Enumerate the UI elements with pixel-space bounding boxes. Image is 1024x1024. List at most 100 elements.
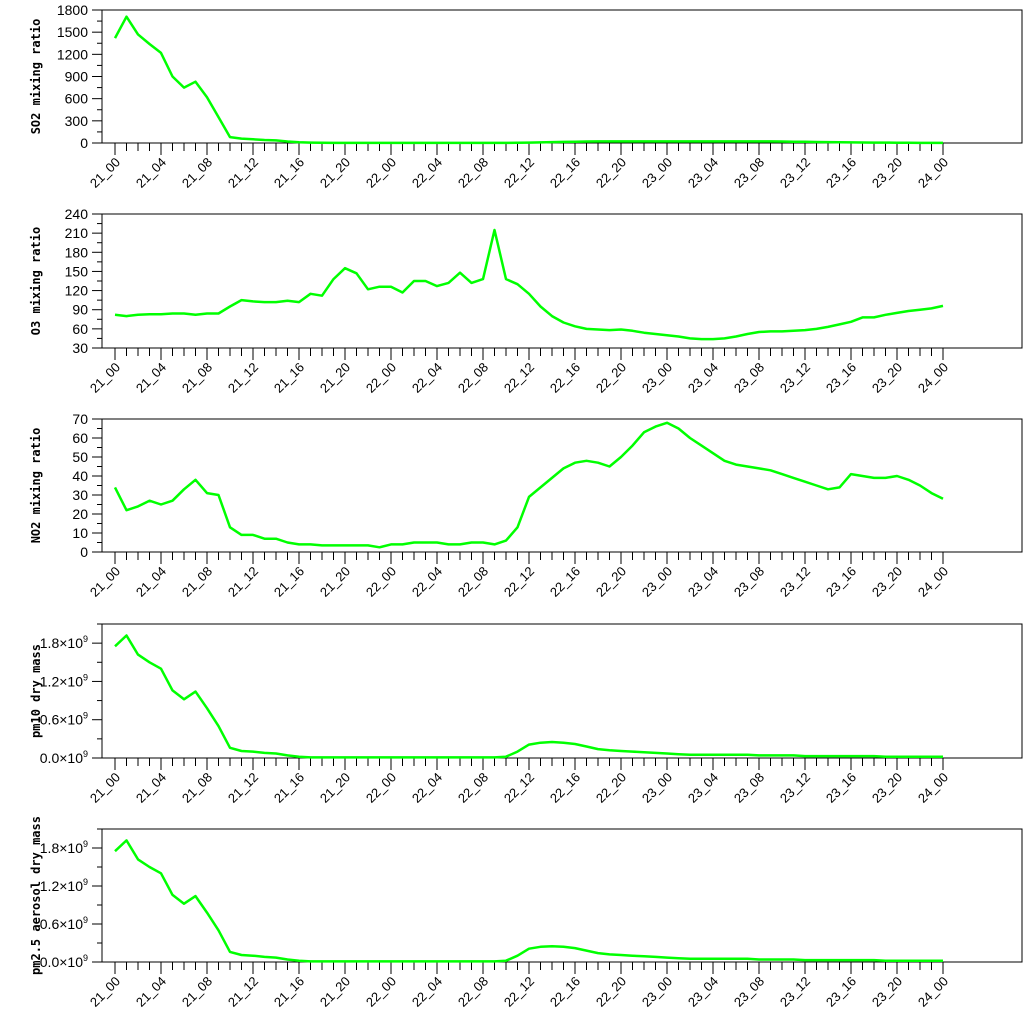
x-tick-label: 22_08 [455, 974, 491, 1010]
x-tick-label: 23_08 [731, 974, 767, 1010]
x-tick-label: 21_00 [87, 564, 123, 600]
y-tick-label: 0 [80, 544, 88, 560]
y-tick-label: 240 [65, 206, 89, 222]
plot-frame [101, 828, 1023, 963]
x-tick-label: 23_04 [685, 974, 721, 1010]
x-tick-label: 22_20 [593, 155, 629, 191]
x-tick-label: 23_20 [869, 564, 905, 600]
series-line [114, 228, 944, 341]
x-tick-label: 23_16 [823, 974, 859, 1010]
y-tick-label: 60 [72, 430, 88, 446]
x-tick-label: 22_04 [409, 974, 445, 1010]
x-tick-label: 22_12 [501, 770, 537, 806]
x-tick-label: 22_00 [363, 564, 399, 600]
x-tick-label: 22_16 [547, 770, 583, 806]
y-tick-label: 50 [72, 449, 88, 465]
x-tick-label: 22_08 [455, 564, 491, 600]
y-axis-title: pm10 dry mass [29, 644, 43, 738]
y-tick-label: 150 [65, 263, 89, 279]
x-tick-label: 22_04 [409, 770, 445, 806]
y-tick-label: 1800 [57, 2, 88, 18]
x-tick-label: 21_16 [271, 564, 307, 600]
x-tick-label: 23_20 [869, 974, 905, 1010]
x-tick-label: 21_00 [87, 155, 123, 191]
x-tick-label: 22_08 [455, 770, 491, 806]
plot-frame [101, 213, 1023, 349]
y-tick-label: 0.6×109 [40, 711, 88, 728]
chart-panel-3: 0 10 20 30 40 50 60 70 NO2 mixing ratio 21_00 21_0… [29, 411, 1023, 600]
x-tick-label: 22_16 [547, 360, 583, 396]
plot-frame [101, 9, 1023, 144]
x-tick-label: 23_12 [777, 974, 813, 1010]
x-tick-label: 23_12 [777, 770, 813, 806]
x-tick-label: 23_00 [639, 974, 675, 1010]
y-tick-label: 90 [72, 302, 88, 318]
y-tick-label: 0.0×109 [40, 749, 88, 766]
y-tick-label: 20 [72, 506, 88, 522]
x-tick-label: 22_12 [501, 564, 537, 600]
x-tick-label: 21_12 [225, 564, 261, 600]
x-tick-label: 21_08 [179, 974, 215, 1010]
x-tick-label: 22_00 [363, 155, 399, 191]
x-tick-label: 23_04 [685, 155, 721, 191]
x-tick-label: 23_16 [823, 770, 859, 806]
x-tick-label: 22_04 [409, 564, 445, 600]
x-tick-label: 23_04 [685, 360, 721, 396]
y-axis-title: SO2 mixing ratio [29, 19, 43, 135]
x-tick-label: 23_16 [823, 155, 859, 191]
x-tick-label: 23_20 [869, 770, 905, 806]
x-tick-label: 23_08 [731, 360, 767, 396]
x-tick-label: 22_20 [593, 564, 629, 600]
x-tick-label: 22_00 [363, 770, 399, 806]
x-tick-label: 24_00 [915, 770, 951, 806]
x-tick-label: 22_04 [409, 360, 445, 396]
x-tick-label: 21_08 [179, 770, 215, 806]
x-tick-label: 21_08 [179, 360, 215, 396]
x-tick-label: 21_20 [317, 360, 353, 396]
y-tick-label: 60 [72, 321, 88, 337]
y-axis-title: pm2.5 aerosol dry mass [29, 816, 43, 975]
y-tick-label: 210 [65, 225, 89, 241]
x-tick-label: 24_00 [915, 974, 951, 1010]
x-tick-label: 21_04 [133, 564, 169, 600]
x-tick-label: 21_00 [87, 770, 123, 806]
x-tick-label: 22_00 [363, 360, 399, 396]
x-tick-label: 22_16 [547, 564, 583, 600]
x-tick-label: 21_16 [271, 360, 307, 396]
x-tick-label: 23_00 [639, 155, 675, 191]
y-tick-label: 1.2×109 [40, 672, 88, 689]
series-line [113, 421, 944, 549]
x-tick-label: 23_16 [823, 360, 859, 396]
x-tick-label: 21_20 [317, 564, 353, 600]
x-tick-label: 23_00 [639, 770, 675, 806]
x-tick-label: 21_12 [225, 360, 261, 396]
y-tick-label: 600 [65, 91, 89, 107]
x-tick-label: 21_16 [271, 770, 307, 806]
plot-frame [101, 418, 1023, 553]
x-tick-label: 21_16 [271, 974, 307, 1010]
y-tick-label: 1200 [57, 46, 88, 62]
x-tick-label: 21_04 [133, 974, 169, 1010]
x-tick-label: 24_00 [915, 360, 951, 396]
x-tick-label: 21_20 [317, 155, 353, 191]
x-tick-label: 21_08 [179, 155, 215, 191]
x-tick-label: 22_00 [363, 974, 399, 1010]
y-tick-label: 10 [72, 525, 88, 541]
x-tick-label: 23_00 [639, 360, 675, 396]
series-line [114, 839, 943, 963]
y-tick-label: 900 [65, 69, 89, 85]
x-tick-label: 22_12 [501, 974, 537, 1010]
y-tick-label: 40 [72, 468, 88, 484]
x-tick-label: 21_00 [87, 974, 123, 1010]
x-tick-label: 21_04 [133, 770, 169, 806]
x-tick-label: 23_20 [869, 360, 905, 396]
x-tick-label: 23_04 [685, 770, 721, 806]
x-tick-label: 21_08 [179, 564, 215, 600]
x-tick-label: 22_08 [455, 360, 491, 396]
series-line [113, 15, 943, 145]
y-tick-label: 30 [72, 340, 88, 356]
x-tick-label: 23_08 [731, 155, 767, 191]
x-tick-label: 23_12 [777, 155, 813, 191]
